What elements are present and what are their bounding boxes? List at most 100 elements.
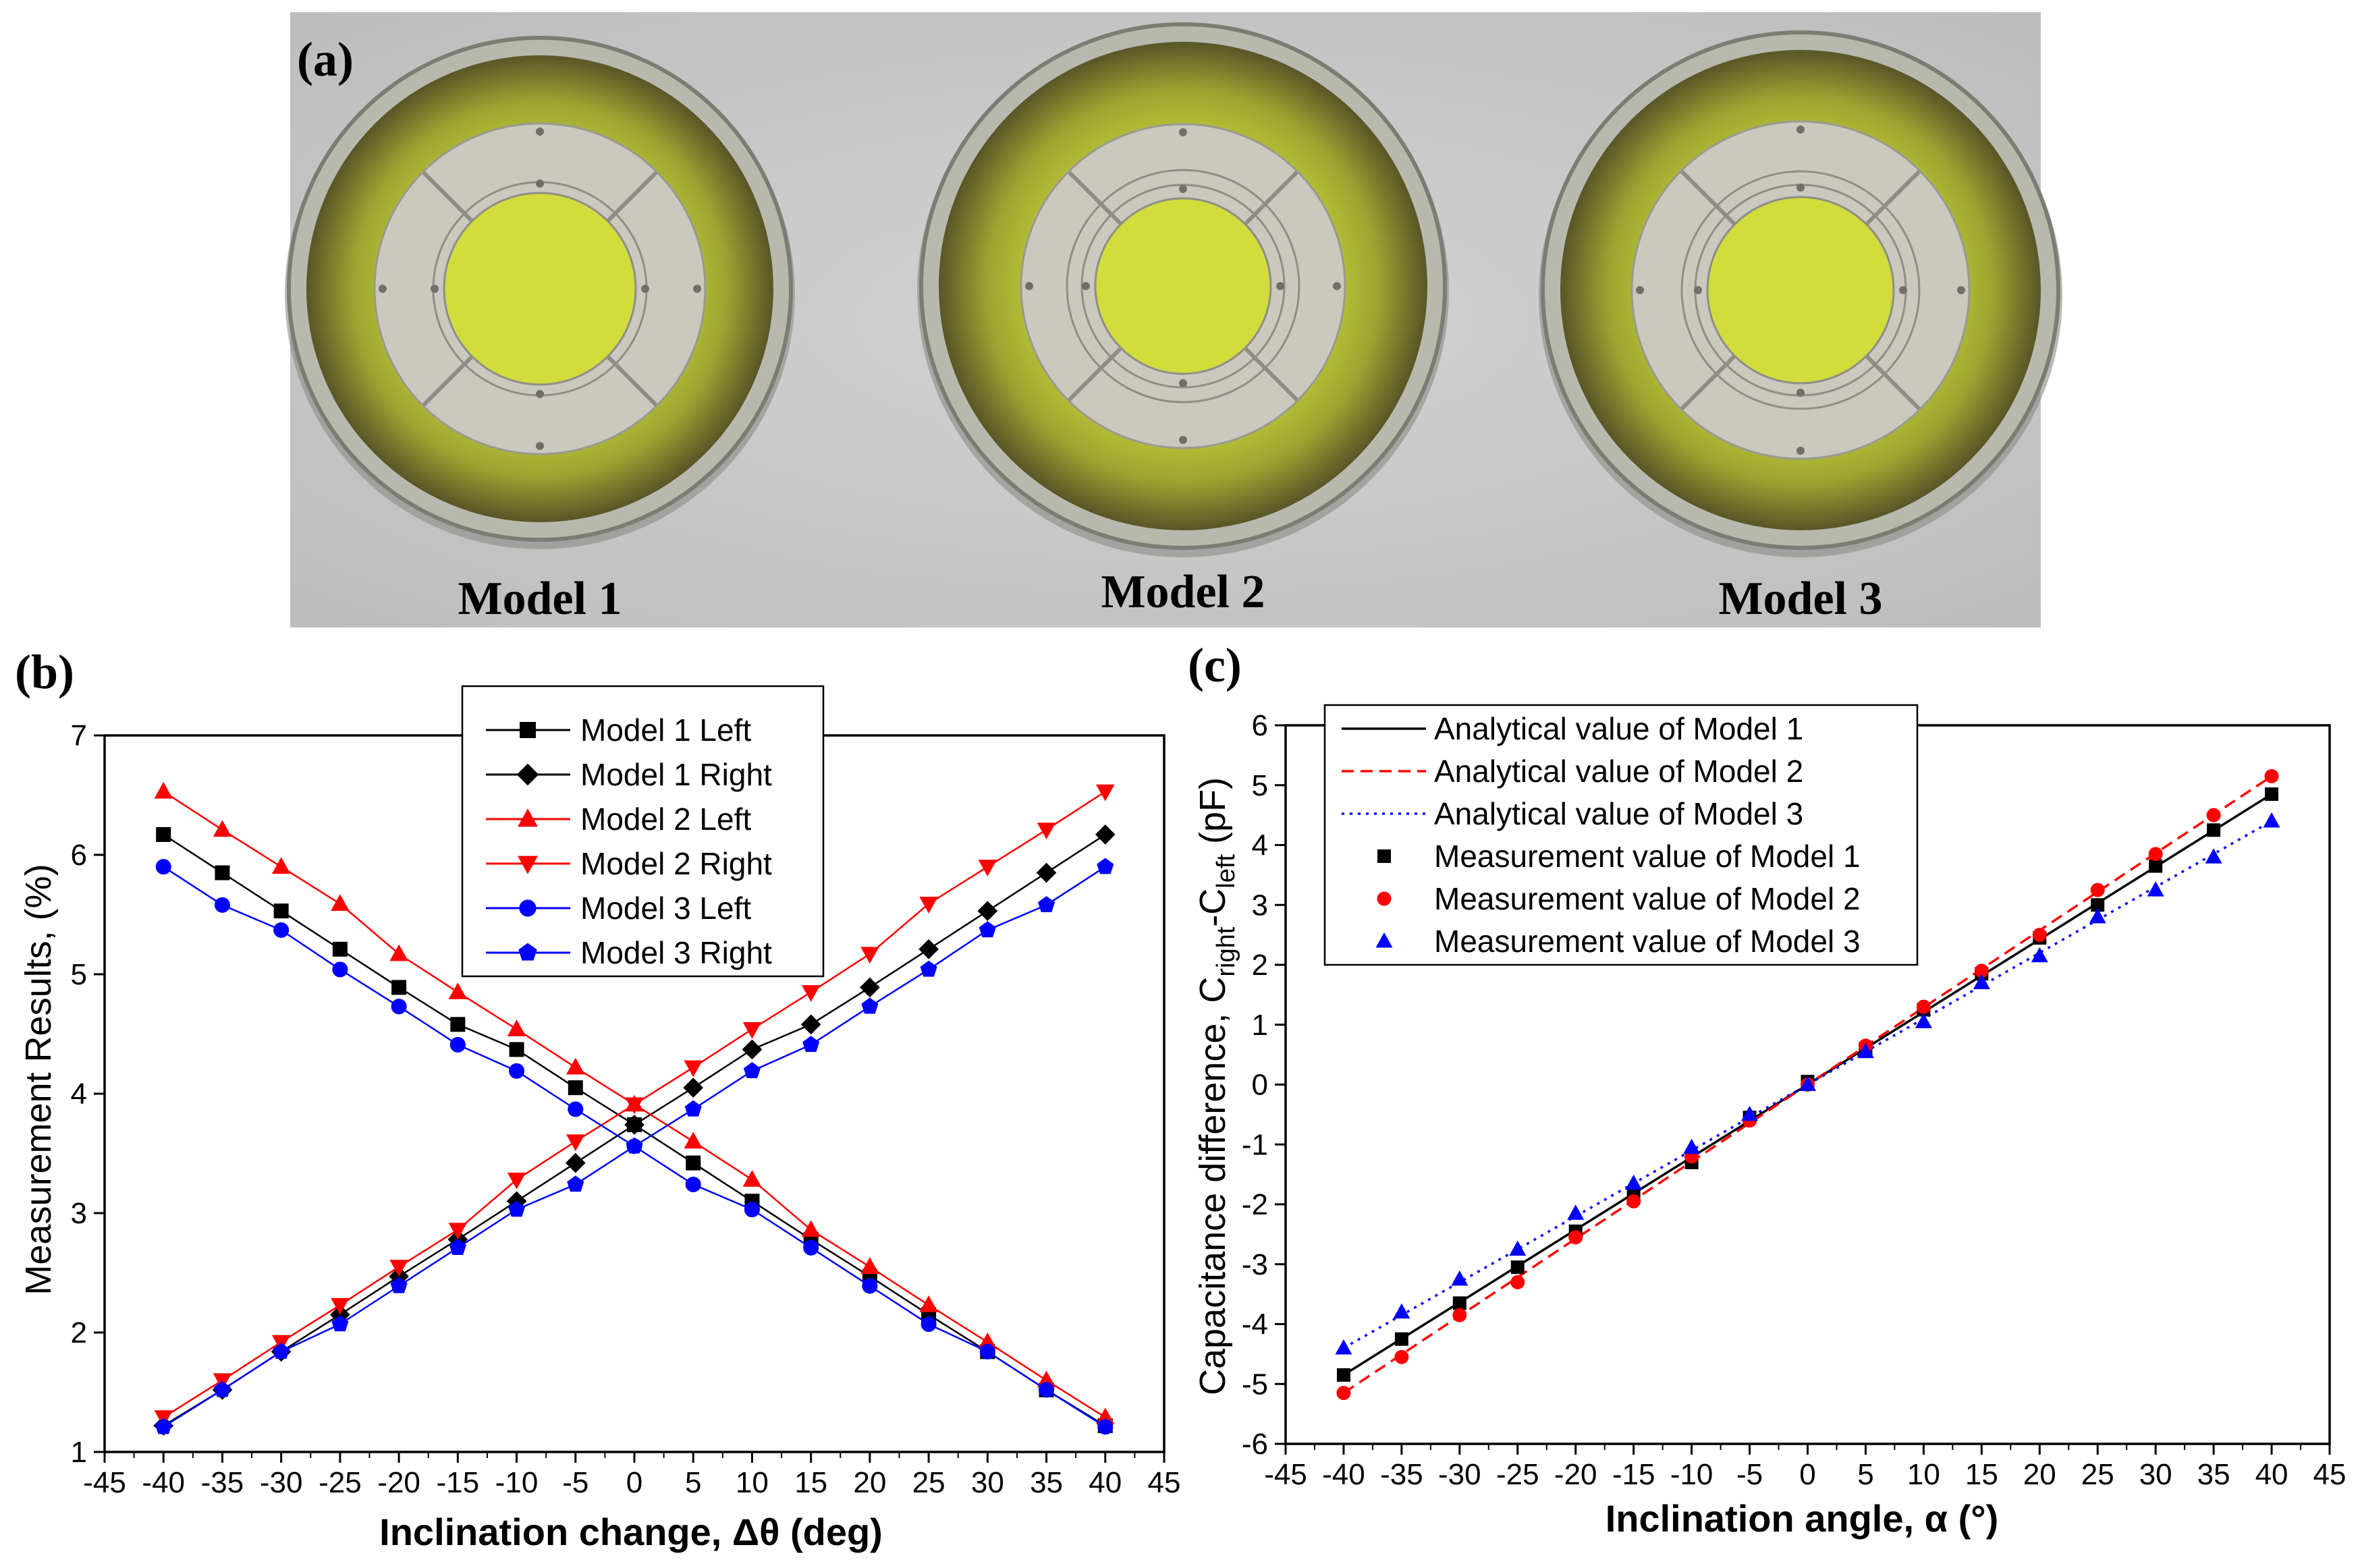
chart-c-series-2 xyxy=(1336,768,2279,1401)
chart-b-y-tick-label: 7 xyxy=(71,719,87,752)
chart-b-legend-marker xyxy=(518,943,537,961)
chart-b-data-point xyxy=(860,947,879,964)
chart-b-data-point xyxy=(624,1115,644,1135)
chart-c-y-tick-label: -3 xyxy=(1242,1248,1268,1281)
chart-b-legend-marker xyxy=(519,899,537,917)
chart-c-y-tick-label: 6 xyxy=(1252,709,1268,742)
chart-b-x-tick-label: 40 xyxy=(1089,1466,1122,1499)
chart-c-data-point xyxy=(2265,787,2279,802)
chart-b-data-point xyxy=(1096,784,1115,802)
chart-c-legend-marker xyxy=(1377,891,1392,906)
chart-b-x-tick-label: -15 xyxy=(437,1466,480,1499)
chart-b-x-tick-label: -5 xyxy=(562,1466,588,1499)
chart-c-y-tick-label: -5 xyxy=(1242,1368,1268,1401)
ylabel-end: (pF) xyxy=(1192,777,1233,854)
chart-b-x-axis-title: Inclination change, Δθ (deg) xyxy=(379,1511,883,1553)
chart-b-data-point xyxy=(391,999,407,1015)
chart-c-data-point xyxy=(1915,1013,1932,1028)
chart-b-data-point xyxy=(508,1200,526,1217)
chart-b-data-point xyxy=(801,1220,821,1237)
chart-c-data-point xyxy=(1741,1105,1759,1121)
chart-c-data-point xyxy=(2032,928,2047,943)
chart-b-y-tick-label: 3 xyxy=(71,1197,87,1230)
chart-b-data-point xyxy=(979,1343,995,1360)
chart-b-x-tick-label: 25 xyxy=(912,1466,945,1499)
chart-c-data-point xyxy=(1393,1303,1410,1319)
chart-b-x-tick-label: 0 xyxy=(626,1466,642,1499)
chart-b-legend-marker xyxy=(516,763,539,786)
chart-c-data-point xyxy=(1451,1270,1469,1286)
chart-c-data-point xyxy=(1974,963,1989,978)
chart-c-legend-marker xyxy=(1375,932,1393,948)
chart-b-data-point xyxy=(743,1062,761,1079)
chart-b-data-point xyxy=(1039,1382,1055,1398)
chart-b-data-point xyxy=(331,1297,350,1315)
chart-c-data-point xyxy=(1510,1275,1525,1289)
chart-b-legend-marker xyxy=(520,722,536,738)
chart-b-x-tick-label: 15 xyxy=(794,1466,827,1499)
chart-b-data-point xyxy=(271,857,291,874)
chart-c-data-point xyxy=(2147,881,2164,897)
chart-b-x-tick-label: 30 xyxy=(971,1466,1004,1499)
chart-b-y-tick-label: 5 xyxy=(71,958,87,991)
chart-b-x-tick-label: -20 xyxy=(377,1466,420,1499)
chart-b-data-point xyxy=(1037,822,1056,840)
chart-b-data-point xyxy=(920,960,937,977)
chart-c-data-point xyxy=(2205,848,2222,864)
chart-b-data-point xyxy=(565,1152,586,1173)
chart-c-data-point xyxy=(2031,947,2048,963)
chart-b-data-point xyxy=(567,1175,584,1192)
model-1-label: Model 1 xyxy=(458,573,622,625)
chart-b-data-point xyxy=(919,897,938,914)
chart-b-y-tick-label: 4 xyxy=(71,1077,87,1111)
chart-b-data-point xyxy=(860,977,880,998)
chart-b-legend-entry: Model 2 Right xyxy=(580,846,772,881)
chart-b-data-point xyxy=(448,1223,468,1240)
chart-c-y-tick-label: 3 xyxy=(1252,889,1268,922)
chart-b-legend-marker xyxy=(518,808,538,827)
chart-b-data-point xyxy=(742,1021,762,1039)
chart-c-x-tick-label: 25 xyxy=(2081,1458,2114,1491)
chart-b-y-axis-title: Measurement Results, (%) xyxy=(18,864,59,1295)
chart-c-x-tick-label: -15 xyxy=(1612,1458,1655,1491)
chart-b-data-point xyxy=(862,1278,878,1294)
chart-c-legend-entry: Analytical value of Model 3 xyxy=(1434,796,1803,831)
chart-b-data-point xyxy=(1097,1419,1114,1435)
photo-panel: (a) Model 1 Model 2 Model 3 xyxy=(285,12,2062,627)
chart-b-data-point xyxy=(568,1101,584,1117)
chart-c-x-tick-label: 40 xyxy=(2255,1458,2288,1491)
chart-b-data-point xyxy=(155,1418,172,1434)
chart-c-x-tick-label: 20 xyxy=(2023,1458,2056,1491)
chart-c: (c) -45 -40 -35 -30 -25 -20 -15 -10 -5 0 5 10 15 20 25… xyxy=(1188,638,2346,1540)
chart-c-data-point xyxy=(1916,999,1931,1014)
chart-b-data-point xyxy=(1096,1407,1115,1425)
chart-c-x-axis-title: Inclination angle, α (°) xyxy=(1606,1497,1999,1540)
chart-b-data-point xyxy=(390,1277,408,1293)
chart-b-data-point xyxy=(801,985,821,1002)
chart-c-data-point xyxy=(1509,1240,1527,1256)
chart-c-y-tick-label: -1 xyxy=(1242,1128,1268,1161)
chart-b-data-point xyxy=(213,820,232,837)
chart-c-x-tick-label: 0 xyxy=(1799,1458,1815,1491)
chart-c-y-tick-label: -2 xyxy=(1242,1188,1268,1221)
chart-b-data-point xyxy=(744,1202,760,1218)
chart-b-data-point xyxy=(448,982,468,999)
chart-c-x-tick-label: -5 xyxy=(1736,1458,1763,1491)
chart-b-data-point xyxy=(977,901,998,922)
chart-b-x-tick-label: -25 xyxy=(319,1466,362,1499)
chart-c-data-point xyxy=(1336,1386,1351,1401)
chart-c-data-point xyxy=(1452,1308,1467,1322)
chart-b-data-point xyxy=(1037,1370,1056,1388)
chart-c-legend-entry: Measurement value of Model 2 xyxy=(1434,881,1861,916)
chart-c-y-tick-label: 5 xyxy=(1252,769,1268,802)
chart-b-data-point xyxy=(154,781,173,799)
chart-b-data-point xyxy=(389,944,408,961)
chart-c-data-point xyxy=(1568,1230,1583,1245)
chart-b-series-4 xyxy=(154,784,1115,1427)
chart-b-data-point xyxy=(391,980,407,995)
ylabel-sub-left: left xyxy=(1212,854,1240,889)
chart-b: (b) -45 -40 -35 -30 -25 -20 -15 -10 -5 0 5 10 15 20 25… xyxy=(15,645,1180,1553)
chart-c-legend-entry: Analytical value of Model 2 xyxy=(1434,754,1803,789)
chart-b-x-tick-label: -35 xyxy=(201,1466,244,1499)
